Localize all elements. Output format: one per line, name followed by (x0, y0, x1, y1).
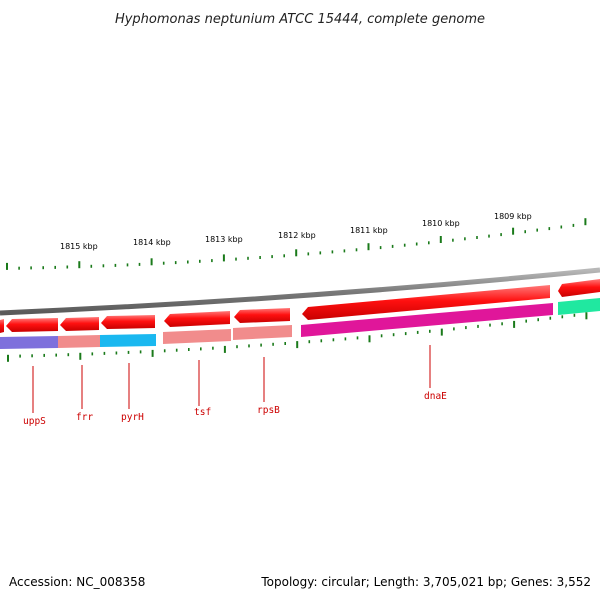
outer-tick-ring: 1815 kbp 1814 kbp 1813 kbp 1812 kbp 1811… (6, 212, 587, 270)
cds-arrow-tsf (164, 311, 230, 327)
genome-summary-text: Topology: circular; Length: 3,705,021 bp… (261, 575, 591, 589)
scale-label-1811: 1811 kbp (350, 226, 388, 235)
outer-ticks (6, 218, 587, 270)
gene-label-tsf[interactable]: tsf (194, 407, 211, 418)
accession-text: Accession: NC_008358 (9, 575, 146, 589)
category-block-uppS (0, 336, 58, 349)
gene-label-frr[interactable]: frr (76, 412, 93, 423)
genome-backbone (0, 267, 600, 316)
gene-label-dnaE[interactable]: dnaE (424, 391, 447, 402)
cds-arrow-rpsB (234, 308, 290, 323)
cds-arrow-uppS (0, 319, 4, 333)
cds-arrow-uppS-2 (6, 318, 58, 332)
gene-label-pyrH[interactable]: pyrH (121, 412, 144, 423)
cds-arrow-pyrH (101, 315, 155, 329)
gene-label-rpsB[interactable]: rpsB (257, 405, 280, 416)
map-title: Hyphomonas neptunium ATCC 15444, complet… (115, 12, 485, 27)
scale-labels: 1815 kbp 1814 kbp 1813 kbp 1812 kbp 1811… (60, 212, 532, 251)
function-category-track (0, 298, 600, 349)
gene-label-uppS[interactable]: uppS (23, 416, 46, 427)
scale-label-1814: 1814 kbp (133, 238, 171, 247)
category-block-frr (58, 335, 100, 348)
scale-label-1809: 1809 kbp (494, 212, 532, 221)
scale-label-1813: 1813 kbp (205, 235, 243, 244)
gene-labels: uppS frr pyrH tsf rpsB dnaE (23, 345, 447, 427)
inner-ticks (7, 312, 588, 362)
forward-strand-track (558, 279, 600, 297)
scale-label-1815: 1815 kbp (60, 242, 98, 251)
scale-label-1812: 1812 kbp (278, 231, 316, 240)
forward-cds-arrow (558, 279, 600, 297)
category-block-next (558, 298, 600, 315)
category-block-dnaE (301, 303, 553, 337)
cds-arrow-frr (60, 317, 99, 331)
category-block-rpsB (233, 325, 292, 340)
cds-arrow-dnaE (302, 285, 550, 320)
category-block-tsf (163, 329, 231, 344)
reverse-strand-track (0, 285, 550, 333)
scale-label-1810: 1810 kbp (422, 219, 460, 228)
category-block-pyrH (100, 334, 156, 347)
